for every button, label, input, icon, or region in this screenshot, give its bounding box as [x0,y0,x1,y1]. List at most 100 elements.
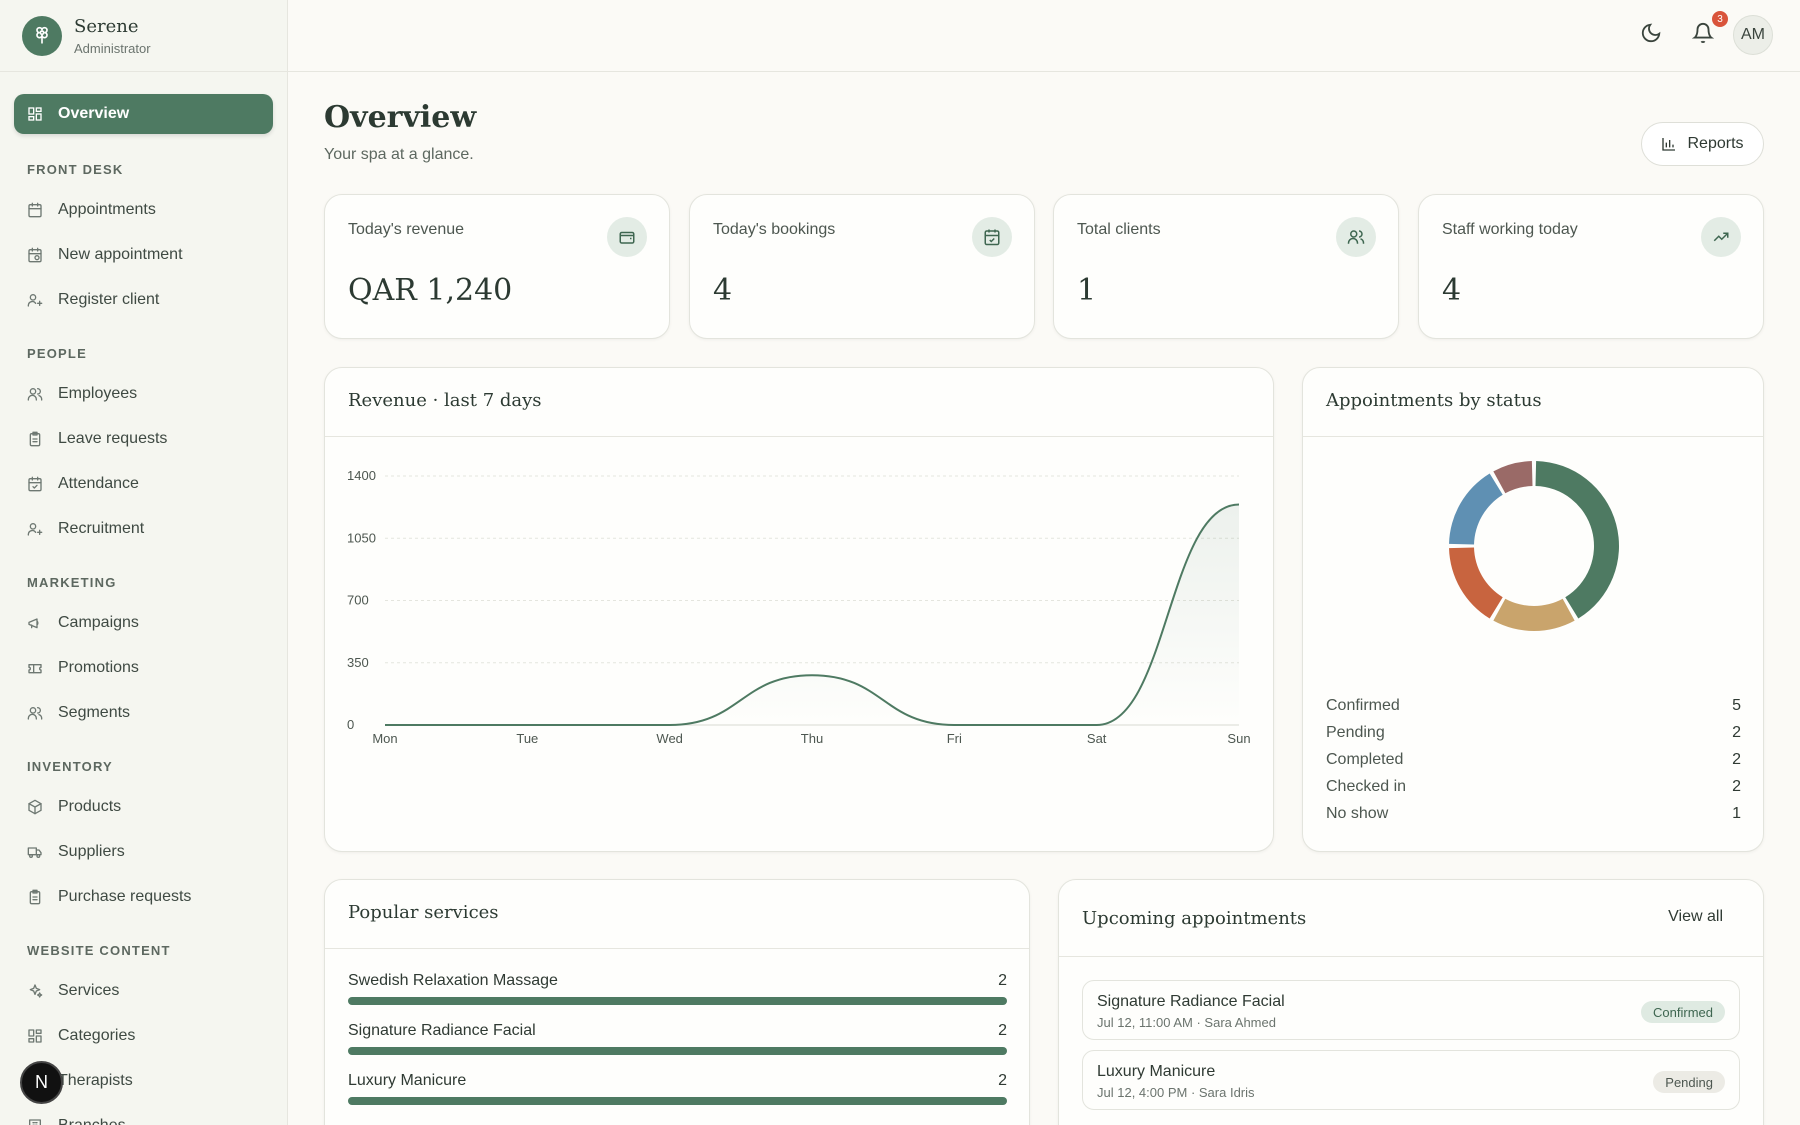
service-bar [348,997,1007,1005]
grid-icon [26,1027,44,1045]
status-badge: Confirmed [1641,1001,1725,1023]
sidebar-section-label: FRONT DESK [27,162,124,177]
y-tick-label: 350 [347,655,369,670]
building-icon [26,1117,44,1125]
donut-slice-completed[interactable] [1449,547,1503,619]
sidebar-item-employees[interactable]: Employees [14,371,273,416]
stat-card-bookings: Today's bookings 4 [689,194,1035,339]
panel-divider [1303,436,1763,437]
stat-card-revenue: Today's revenue QAR 1,240 [324,194,670,339]
sidebar-item-categories[interactable]: Categories [14,1013,273,1058]
legend-row: Checked in 2 [1326,778,1741,805]
sidebar-item-branches[interactable]: Branches [14,1103,273,1125]
reports-button[interactable]: Reports [1641,122,1764,166]
sidebar-item-label: Overview [58,105,130,122]
x-tick-label: Sat [1087,731,1107,746]
topbar [288,0,1800,72]
donut-slice-pending[interactable] [1493,598,1575,631]
panel-title: Revenue · last 7 days [348,390,542,411]
donut-slice-confirmed[interactable] [1535,461,1619,619]
calendar-clock-icon [26,246,44,264]
stat-card-clients: Total clients 1 [1053,194,1399,339]
legend-label: No show [1326,805,1389,822]
y-tick-label: 700 [347,593,369,608]
brand: Serene Administrator [0,0,287,72]
revenue-area [385,504,1239,725]
sidebar-item-label: New appointment [58,245,183,263]
service-count: 2 [998,1022,1007,1039]
sidebar-item-label: Attendance [58,474,139,492]
appointment-service: Luxury Manicure [1097,1063,1216,1080]
panel-title: Popular services [348,902,499,923]
stat-label: Today's bookings [713,221,836,238]
legend-value: 2 [1732,778,1741,795]
moon-icon[interactable] [1640,22,1666,48]
service-name: Signature Radiance Facial [348,1022,536,1039]
sidebar-item-recruitment[interactable]: Recruitment [14,506,273,551]
appointment-row[interactable]: Signature Radiance Facial Jul 12, 11:00 A… [1082,980,1740,1040]
sidebar-item-appointments[interactable]: Appointments [14,187,273,232]
truck-icon [26,843,44,861]
flower-logo-icon [22,15,62,56]
sidebar-item-label: Categories [58,1026,136,1044]
sidebar-item-new-appointment[interactable]: New appointment [14,232,273,277]
x-tick-label: Wed [656,731,683,746]
service-row: Luxury Manicure 2 [348,1072,1007,1112]
brand-role: Administrator [74,40,151,56]
sidebar-item-services[interactable]: Services [14,968,273,1013]
bar-chart-icon [1661,136,1677,152]
sidebar-item-suppliers[interactable]: Suppliers [14,829,273,874]
next-badge-letter: N [35,1072,48,1092]
next-dev-badge[interactable]: N [20,1061,63,1104]
appointment-row[interactable]: Luxury Manicure Jul 12, 4:00 PM · Sara Id… [1082,1050,1740,1110]
sidebar-item-segments[interactable]: Segments [14,690,273,735]
page-title: Overview [324,100,477,135]
stat-value: QAR 1,240 [348,273,513,308]
panel-title: Appointments by status [1326,390,1542,411]
sidebar-item-label: Recruitment [58,519,145,537]
service-row: Swedish Relaxation Massage 2 [348,972,1007,1012]
sidebar-item-overview[interactable]: Overview [14,94,273,134]
users-icon [26,385,44,403]
sidebar-item-purchase-requests[interactable]: Purchase requests [14,874,273,919]
bell-icon[interactable] [1691,22,1718,48]
sidebar-item-label: Appointments [58,200,156,218]
sidebar-item-register-client[interactable]: Register client [14,277,273,322]
legend-value: 1 [1732,805,1741,822]
panel-title: Upcoming appointments [1082,908,1307,929]
revenue-panel: Revenue · last 7 days 0 350 700 1050 1400 Mon… [324,367,1274,852]
dashboard-icon [26,105,44,123]
legend-row: Confirmed 5 [1326,697,1741,724]
service-count: 2 [998,972,1007,989]
view-all-link[interactable]: View all [1668,908,1723,925]
trending-up-icon [1701,217,1741,257]
y-tick-label: 1050 [347,530,376,545]
sidebar-item-leave-requests[interactable]: Leave requests [14,416,273,461]
sidebar-nav: Overview FRONT DESK Appointments New appoi… [0,72,287,1125]
sidebar-item-label: Employees [58,384,138,402]
avatar[interactable]: AM [1733,15,1773,55]
service-name: Luxury Manicure [348,1072,467,1089]
sidebar-item-label: Branches [58,1116,126,1125]
ticket-icon [26,659,44,677]
y-tick-label: 0 [347,717,354,732]
appointment-meta: Jul 12, 11:00 AM · Sara Ahmed [1097,1015,1276,1030]
sidebar-item-label: Purchase requests [58,887,192,905]
calendar-check-icon [972,217,1012,257]
donut-slice-checked-in[interactable] [1449,473,1503,545]
clipboard-icon [26,430,44,448]
panel-divider [325,436,1273,437]
package-icon [26,798,44,816]
donut-slice-no-show[interactable] [1493,461,1533,494]
sidebar-item-promotions[interactable]: Promotions [14,645,273,690]
sparkles-icon [26,982,44,1000]
sidebar-item-products[interactable]: Products [14,784,273,829]
sidebar-item-campaigns[interactable]: Campaigns [14,600,273,645]
legend-value: 2 [1732,724,1741,741]
legend-value: 5 [1732,697,1741,714]
sidebar-section-label: PEOPLE [27,346,87,361]
sidebar-item-attendance[interactable]: Attendance [14,461,273,506]
stat-label: Total clients [1077,221,1161,238]
sidebar-item-label: Therapists [58,1071,133,1089]
notification-count-badge: 3 [1712,11,1728,27]
